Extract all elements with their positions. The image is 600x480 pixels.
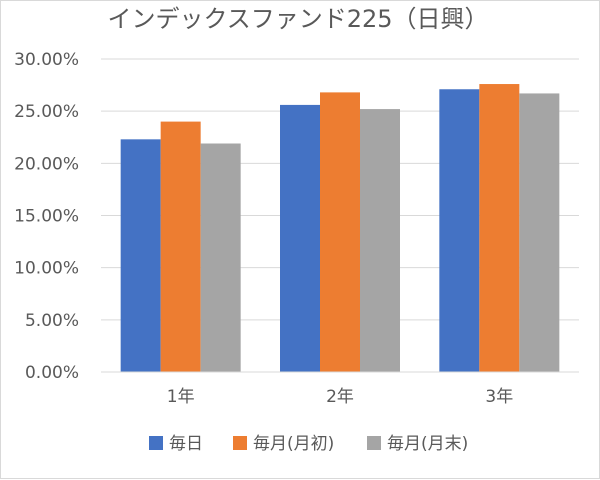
y-tick-label: 20.00%: [14, 154, 79, 174]
bar-1-3: [439, 89, 480, 373]
x-tick-label: 3年: [485, 387, 513, 407]
bars: [120, 84, 560, 373]
x-axis-tick-labels: 1年 2年 3年: [167, 387, 513, 407]
legend-swatch: [149, 436, 163, 450]
y-tick-label: 5.00%: [25, 311, 79, 331]
x-tick-label: 2年: [326, 387, 354, 407]
bar-2-2: [320, 92, 360, 373]
chart-title: インデックスファンド225（日興）: [107, 5, 488, 33]
x-tick-label: 1年: [167, 387, 195, 407]
y-tick-label: 15.00%: [14, 207, 79, 227]
y-tick-label: 25.00%: [14, 102, 79, 122]
y-axis-tick-labels: 0.00% 5.00% 10.00% 15.00% 20.00% 25.00% 30.00%: [14, 50, 79, 383]
legend-label: 毎月(月初): [253, 434, 334, 454]
legend-swatch: [233, 436, 247, 450]
legend-label: 毎月(月末): [387, 434, 468, 454]
bar-3-3: [519, 93, 560, 373]
bar-3-2: [360, 109, 400, 372]
bar-1-1: [120, 139, 161, 372]
y-tick-label: 30.00%: [14, 50, 79, 70]
y-tick-label: 10.00%: [14, 259, 79, 279]
bar-3-1: [200, 143, 241, 372]
bar-2-3: [479, 84, 520, 372]
legend: 毎日 毎月(月初) 毎月(月末): [149, 434, 468, 454]
y-tick-label: 0.00%: [25, 363, 79, 383]
legend-swatch: [367, 436, 381, 450]
legend-label: 毎日: [169, 434, 203, 454]
bar-1-2: [280, 104, 320, 372]
bar-2-1: [160, 121, 201, 372]
